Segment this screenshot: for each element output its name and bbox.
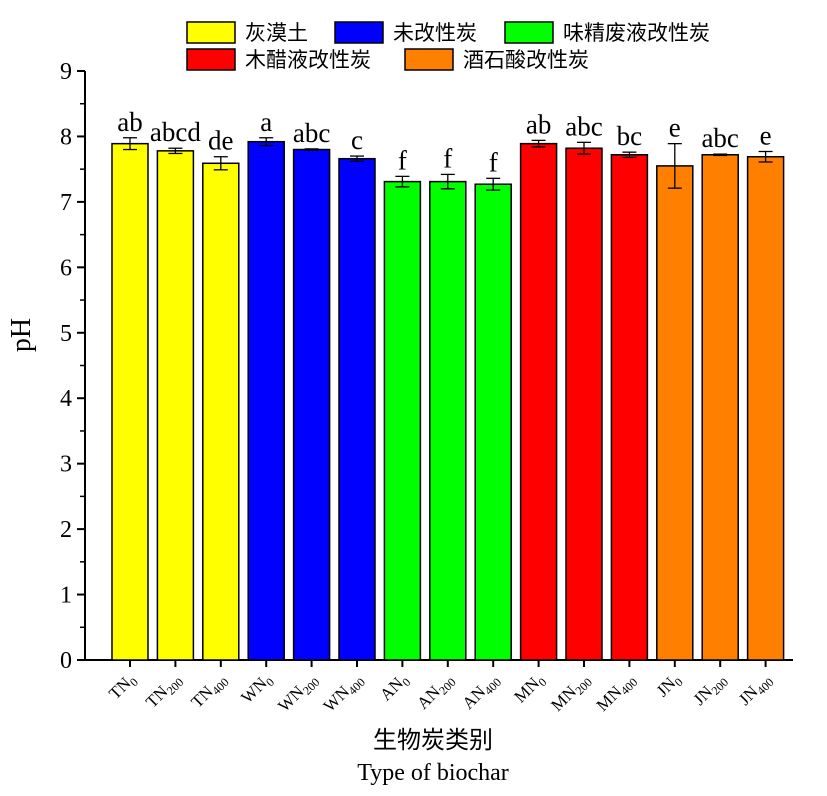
bar-jn0 (656, 165, 694, 661)
x-tick-label: JN400 (735, 669, 777, 711)
significance-label: ab (117, 107, 142, 137)
y-tick-label: 7 (60, 190, 72, 216)
y-tick-label: 9 (60, 59, 72, 85)
x-tick-label: WN0 (237, 669, 277, 709)
significance-label: f (489, 147, 498, 177)
x-tick-label: MN400 (593, 669, 641, 717)
legend-label: 木醋液改性炭 (245, 48, 371, 72)
significance-label: a (260, 107, 272, 137)
y-tick-label: 8 (60, 124, 72, 150)
x-tick-label: WN400 (320, 669, 368, 717)
legend-label: 味精废液改性炭 (563, 21, 710, 45)
significance-label: abcd (150, 117, 201, 147)
legend-swatch (504, 21, 554, 44)
bar-an200 (429, 180, 467, 661)
x-tick-label: AN400 (458, 669, 504, 715)
x-tick-label: JN200 (689, 669, 731, 711)
error-bar (758, 150, 773, 163)
significance-label: abc (565, 111, 602, 141)
legend-item: 未改性炭 (334, 21, 477, 45)
significance-label: abc (701, 123, 738, 153)
error-bar (486, 177, 501, 191)
bar-mn400 (610, 154, 649, 661)
x-tick-label: TN200 (142, 669, 186, 713)
error-bar (713, 153, 728, 157)
y-tick-label: 5 (60, 321, 72, 347)
error-bar (395, 175, 410, 188)
legend-label: 未改性炭 (393, 21, 477, 45)
x-tick-label: TN400 (187, 669, 231, 713)
bar-tn200 (156, 150, 195, 661)
significance-label: de (208, 126, 234, 156)
y-tick-label: 4 (60, 386, 72, 412)
significance-label: ab (526, 109, 551, 139)
error-bar (350, 155, 364, 162)
bar-tn400 (202, 162, 240, 661)
bar-wn400 (338, 157, 376, 661)
bar-an0 (383, 180, 422, 661)
x-tick-label: AN0 (376, 669, 413, 706)
bar-jn200 (701, 154, 739, 661)
legend-swatch (186, 21, 236, 44)
bar-an400 (474, 183, 512, 661)
x-axis-title-en: Type of biochar (357, 760, 509, 786)
significance-label: f (398, 145, 407, 175)
y-tick-label: 0 (60, 648, 72, 674)
legend-swatch (186, 48, 236, 71)
legend-swatch (334, 21, 384, 44)
x-tick-label: MN200 (547, 669, 595, 717)
x-tick-label: JN0 (653, 669, 686, 702)
significance-label: bc (617, 121, 643, 151)
error-bar (577, 141, 591, 155)
legend-item: 灰漠土 (186, 21, 308, 45)
bar-mn200 (565, 147, 603, 661)
error-bar (259, 137, 274, 147)
bar-wn0 (247, 140, 285, 661)
x-axis-title-cn: 生物炭类别 (373, 726, 493, 754)
bar-series (111, 137, 785, 667)
x-tick-label: MN0 (510, 669, 549, 708)
x-tick-label: AN200 (413, 669, 459, 715)
error-bar (123, 137, 137, 151)
significance-label: e (669, 113, 681, 143)
y-tick-label: 3 (60, 452, 72, 478)
bar-tn0 (111, 142, 149, 661)
legend-item: 木醋液改性炭 (186, 48, 371, 72)
error-bar (667, 142, 682, 189)
error-bar (622, 151, 637, 159)
bar-jn400 (746, 155, 785, 661)
significance-label: e (760, 120, 772, 150)
legend-item: 味精废液改性炭 (504, 21, 710, 45)
bar-mn0 (519, 142, 558, 661)
error-bar (531, 139, 546, 148)
y-tick-label: 1 (60, 583, 72, 609)
y-tick-label: 2 (60, 517, 72, 543)
y-tick-label: 6 (60, 255, 72, 281)
legend-item: 酒石酸改性炭 (404, 48, 589, 72)
legend-label: 灰漠土 (245, 21, 308, 45)
x-tick-label: WN200 (274, 669, 322, 717)
error-bar (168, 147, 183, 155)
error-bar (440, 173, 455, 190)
significance-label: f (443, 143, 452, 173)
legend-swatch (404, 48, 454, 71)
error-bar (304, 148, 319, 151)
y-axis-title: pH (6, 318, 37, 352)
significance-label: abc (293, 118, 330, 148)
legend-label: 酒石酸改性炭 (463, 48, 589, 72)
bar-wn200 (292, 148, 331, 661)
x-tick-label: TN0 (105, 669, 141, 705)
error-bar (213, 156, 228, 171)
significance-label: c (351, 125, 363, 155)
